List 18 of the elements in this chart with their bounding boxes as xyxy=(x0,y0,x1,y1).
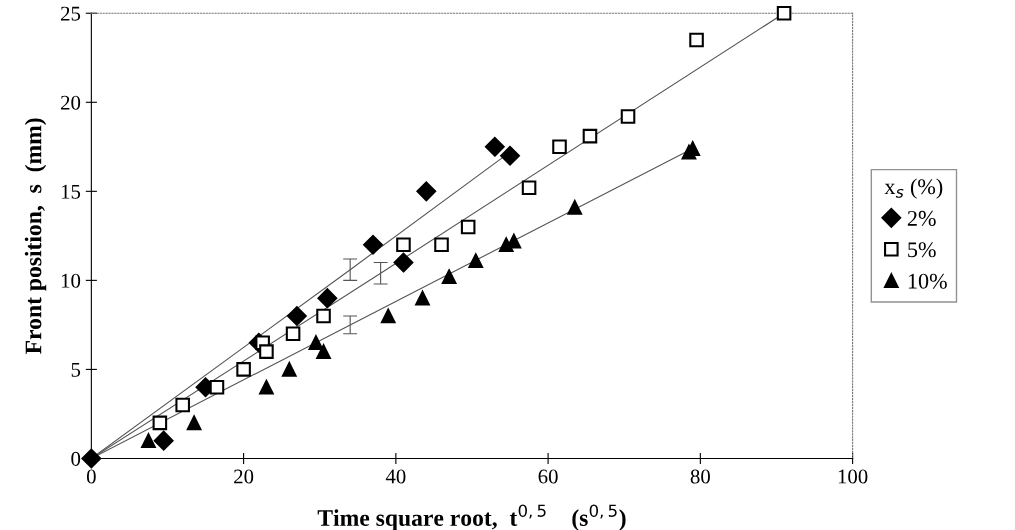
legend-title: x$_{s}$ (%) xyxy=(884,178,943,199)
y-tick-label: 20 xyxy=(61,95,81,110)
legend-label: 2% xyxy=(907,210,936,226)
x-tick-label: 40 xyxy=(385,469,406,484)
y-tick-label: 25 xyxy=(61,6,81,21)
x-tick-label: 100 xyxy=(838,469,868,484)
y-tick-label: 0 xyxy=(71,451,81,466)
y-tick-label: 15 xyxy=(61,184,81,199)
x-tick-label: 60 xyxy=(538,469,558,484)
x-tick-label: 20 xyxy=(234,469,254,484)
y-axis-title: Front position, s (mm) xyxy=(24,118,47,354)
y-tick-label: 5 xyxy=(71,363,81,377)
y-tick-label: 10 xyxy=(61,273,81,288)
legend-label: 10% xyxy=(908,273,947,289)
x-tick-label: 0 xyxy=(86,469,96,484)
text: Time square root, t$^{0,5}$ (s$^{0,5}$) xyxy=(317,504,626,530)
legend-label: 5% xyxy=(908,242,936,258)
x-tick-label: 80 xyxy=(690,469,710,484)
